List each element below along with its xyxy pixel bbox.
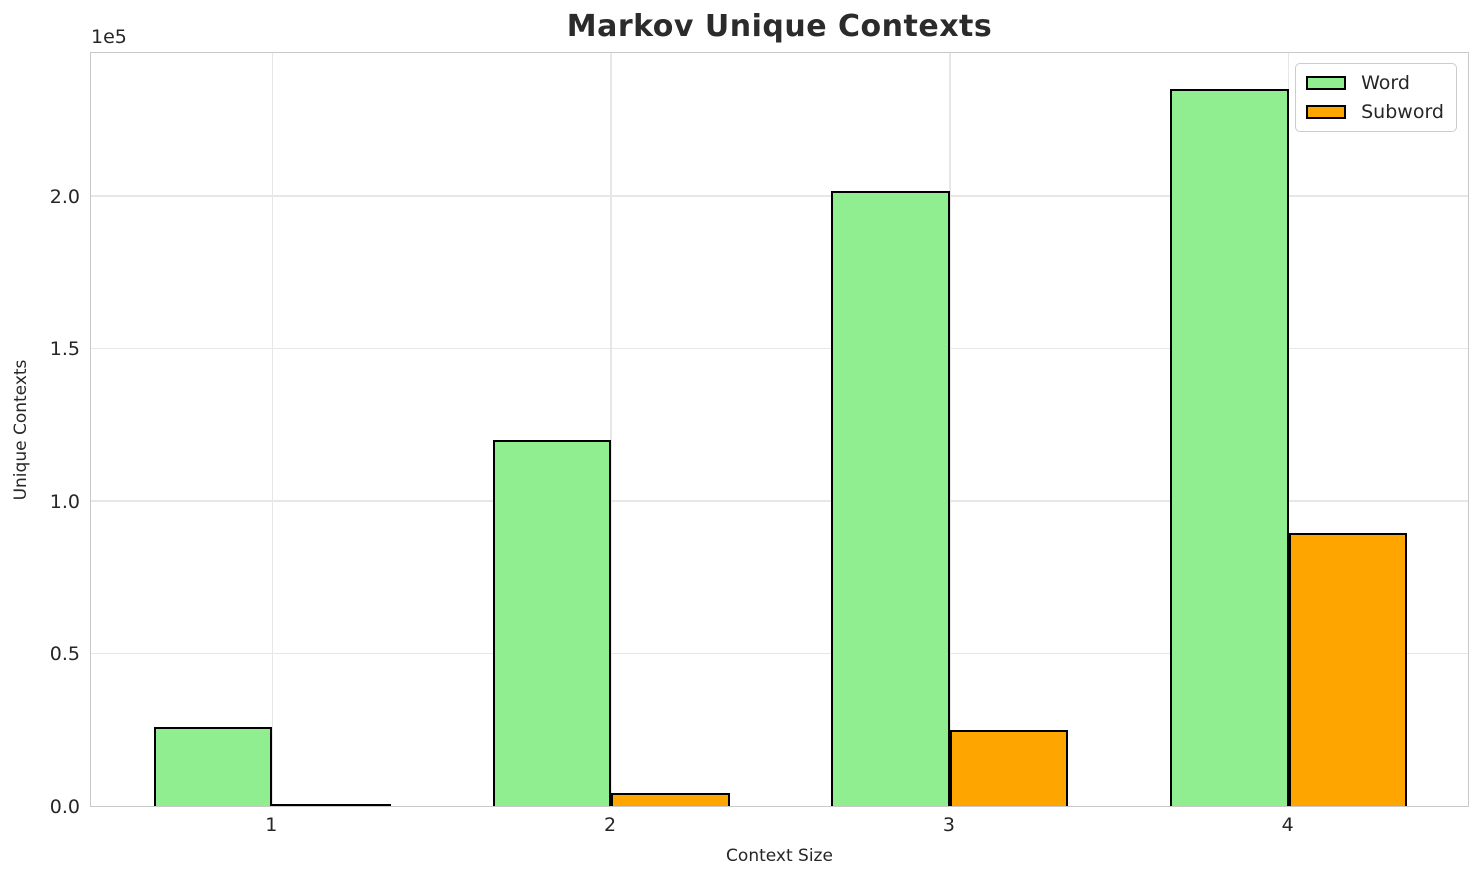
legend-swatch-subword bbox=[1306, 105, 1347, 119]
y-tick-label: 2.0 bbox=[49, 185, 80, 208]
legend-label-word: Word bbox=[1361, 72, 1410, 94]
bar-word-4 bbox=[1170, 89, 1289, 806]
bar-word-2 bbox=[492, 439, 612, 806]
x-tick-label: 1 bbox=[265, 814, 278, 836]
x-gridline bbox=[1288, 53, 1290, 806]
legend-label-subword: Subword bbox=[1361, 101, 1444, 123]
plot-area: Word Subword bbox=[90, 52, 1469, 807]
x-tick-label: 3 bbox=[942, 814, 955, 836]
legend-swatch-word bbox=[1306, 76, 1347, 90]
y-gridline bbox=[91, 652, 1468, 655]
legend-item-subword: Subword bbox=[1306, 101, 1444, 123]
x-tick-label: 2 bbox=[604, 814, 617, 836]
bar-word-1 bbox=[153, 726, 273, 806]
y-axis-offset-label: 1e5 bbox=[91, 26, 127, 48]
bar-subword-3 bbox=[949, 729, 1069, 806]
legend-item-word: Word bbox=[1306, 72, 1444, 94]
bar-subword-4 bbox=[1288, 532, 1408, 806]
y-gridline bbox=[91, 500, 1468, 502]
x-gridline bbox=[610, 53, 612, 806]
x-tick-label: 4 bbox=[1281, 814, 1294, 836]
y-axis-label: Unique Contexts bbox=[11, 359, 31, 501]
bar-subword-1 bbox=[272, 803, 391, 806]
y-gridline bbox=[91, 195, 1468, 197]
bar-word-3 bbox=[831, 191, 950, 806]
x-gridline bbox=[949, 53, 951, 806]
y-tick-label: 0.5 bbox=[49, 643, 80, 666]
y-tick-label: 1.0 bbox=[49, 490, 80, 513]
y-tick-label: 0.0 bbox=[49, 796, 80, 818]
x-axis-label: Context Size bbox=[726, 846, 833, 866]
chart-title: Markov Unique Contexts bbox=[566, 9, 993, 44]
y-gridline bbox=[91, 347, 1468, 350]
legend: Word Subword bbox=[1295, 63, 1457, 132]
bar-subword-2 bbox=[611, 792, 730, 806]
y-tick-label: 1.5 bbox=[49, 338, 80, 361]
x-gridline bbox=[271, 53, 273, 806]
